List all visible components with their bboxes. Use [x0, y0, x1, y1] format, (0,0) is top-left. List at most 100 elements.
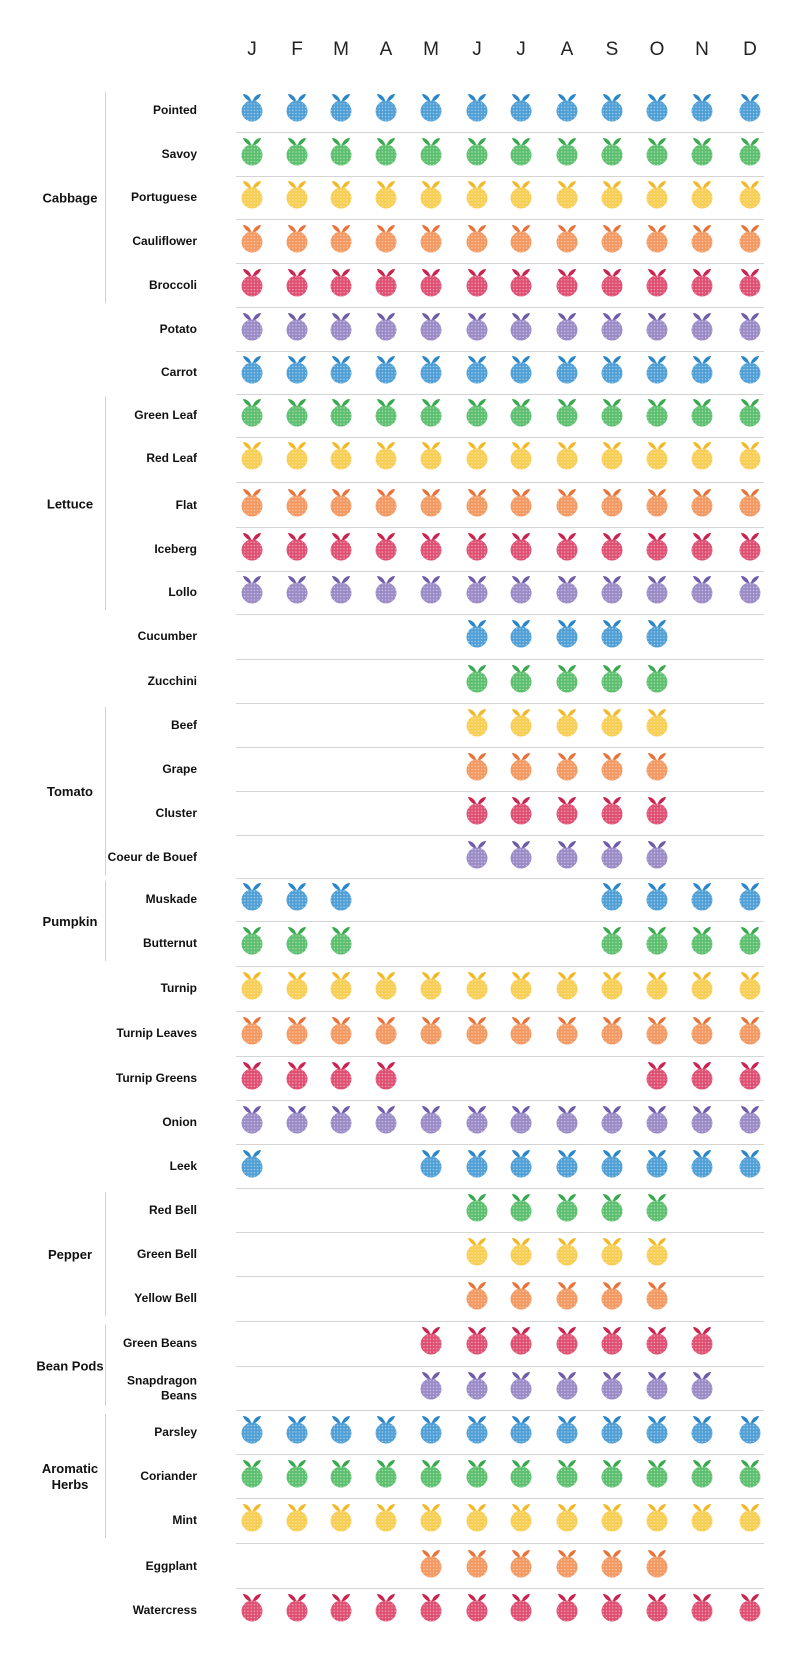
fruit-icon [646, 1416, 668, 1444]
fruit-icon [556, 1106, 578, 1134]
fruit-icon [601, 1550, 623, 1578]
fruit-icon [466, 1194, 488, 1222]
row-label: Red Bell [149, 1203, 197, 1217]
fruit-icon [646, 225, 668, 253]
group-label: Pumpkin [43, 914, 98, 929]
fruit-icon [691, 313, 713, 341]
fruit-icon [646, 138, 668, 166]
month-label: J [247, 39, 257, 60]
fruit-icon [601, 313, 623, 341]
row-label: Zucchini [148, 674, 197, 688]
fruit-icon [556, 1327, 578, 1355]
table-row: Parsley [154, 1416, 761, 1444]
fruit-icon [241, 442, 263, 470]
fruit-icon [286, 313, 308, 341]
fruit-icon [466, 1150, 488, 1178]
fruit-icon [420, 1460, 442, 1488]
group-labels: Cabbage Lettuce Tomato Pumpkin Pepper Bean Po… [36, 92, 106, 1538]
row-label: Mint [172, 1513, 197, 1527]
fruit-icon [375, 356, 397, 384]
row-label: Butternut [143, 936, 197, 950]
table-row: Flat [176, 489, 761, 517]
row-label: Watercress [133, 1603, 198, 1617]
fruit-icon [466, 1106, 488, 1134]
fruit-icon [556, 1460, 578, 1488]
fruit-icon [330, 1504, 352, 1532]
table-row: Broccoli [149, 269, 761, 297]
fruit-icon [510, 709, 532, 737]
fruit-icon [286, 883, 308, 911]
fruit-icon [241, 533, 263, 561]
fruit-icon [556, 1550, 578, 1578]
fruit-icon [691, 442, 713, 470]
table-row: Green Leaf [134, 399, 761, 427]
fruit-icon [691, 356, 713, 384]
fruit-icon [330, 972, 352, 1000]
fruit-icon [646, 181, 668, 209]
fruit-icon [286, 927, 308, 955]
fruit-icon [510, 1282, 532, 1310]
group-label: Bean Pods [36, 1359, 103, 1374]
fruit-icon [510, 1416, 532, 1444]
table-row: Turnip [161, 972, 761, 1000]
fruit-icon [510, 841, 532, 869]
fruit-icon [601, 709, 623, 737]
fruit-icon [420, 269, 442, 297]
fruit-icon [556, 1017, 578, 1045]
fruit-icon [375, 1017, 397, 1045]
fruit-icon [510, 489, 532, 517]
row-label: Eggplant [146, 1559, 197, 1573]
table-row: Red Leaf [146, 442, 761, 470]
fruit-icon [375, 269, 397, 297]
fruit-icon [691, 489, 713, 517]
fruit-icon [601, 753, 623, 781]
fruit-icon [601, 1372, 623, 1400]
fruit-icon [739, 927, 761, 955]
fruit-icon [646, 269, 668, 297]
fruit-icon [466, 138, 488, 166]
month-label: M [423, 39, 439, 60]
fruit-icon [556, 399, 578, 427]
row-label: Turnip Greens [116, 1071, 197, 1085]
fruit-icon [510, 576, 532, 604]
fruit-icon [466, 576, 488, 604]
fruit-icon [375, 576, 397, 604]
fruit-icon [739, 399, 761, 427]
fruit-icon [466, 225, 488, 253]
fruit-icon [466, 753, 488, 781]
fruit-icon [510, 1106, 532, 1134]
fruit-icon [330, 269, 352, 297]
fruit-icon [646, 399, 668, 427]
fruit-icon [241, 399, 263, 427]
row-label: Parsley [154, 1425, 197, 1439]
fruit-icon [739, 576, 761, 604]
fruit-icon [691, 399, 713, 427]
fruit-icon [739, 1460, 761, 1488]
fruit-icon [510, 225, 532, 253]
fruit-icon [646, 1062, 668, 1090]
fruit-icon [330, 94, 352, 122]
fruit-icon [241, 356, 263, 384]
fruit-icon [739, 181, 761, 209]
fruit-icon [601, 1106, 623, 1134]
fruit-icon [601, 1194, 623, 1222]
fruit-icon [466, 1017, 488, 1045]
fruit-icon [466, 665, 488, 693]
fruit-icon [601, 1238, 623, 1266]
fruit-icon [330, 576, 352, 604]
fruit-icon [739, 489, 761, 517]
fruit-icon [601, 1416, 623, 1444]
fruit-icon [691, 927, 713, 955]
fruit-icon [466, 1594, 488, 1622]
month-label: S [606, 39, 619, 60]
fruit-icon [330, 356, 352, 384]
fruit-icon [466, 442, 488, 470]
row-label: Cucumber [138, 629, 198, 643]
fruit-icon [420, 533, 442, 561]
fruit-icon [646, 883, 668, 911]
fruit-icon [510, 1460, 532, 1488]
fruit-icon [466, 1416, 488, 1444]
fruit-icon [510, 1150, 532, 1178]
fruit-icon [739, 1594, 761, 1622]
fruit-icon [466, 1327, 488, 1355]
